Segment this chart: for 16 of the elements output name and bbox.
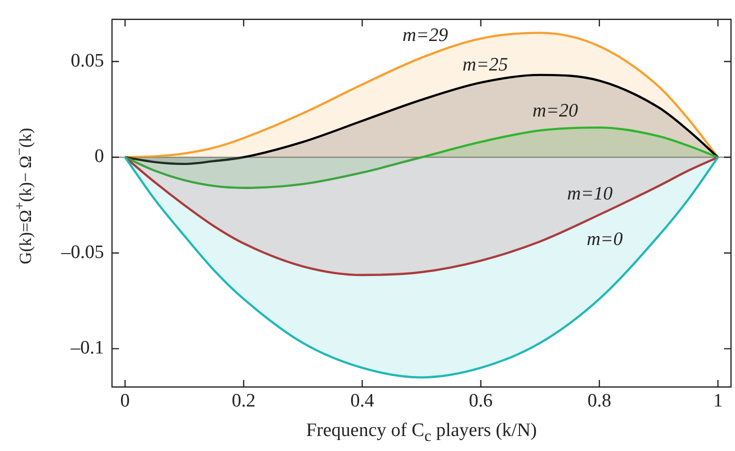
x-tick-label: 0.4 [350, 390, 375, 412]
x-tick-label: 0.6 [468, 390, 493, 412]
x-tick-label: 0.2 [232, 390, 256, 412]
y-tick-label: –0.05 [60, 242, 104, 263]
y-tick-label: 0.05 [70, 50, 104, 72]
y-tick-label: –0.1 [70, 338, 104, 359]
series-label: m=29 [402, 24, 448, 46]
y-tick-label: 0 [94, 146, 104, 168]
series-label: m=20 [532, 100, 578, 122]
series-label: m=10 [567, 183, 614, 204]
x-axis-title: Frequency of C$_{c}$ players (k/N) [305, 420, 538, 446]
series-label: m=25 [462, 54, 508, 76]
x-tick-label: 0 [120, 390, 130, 412]
series-label: m=0 [586, 228, 624, 250]
x-tick-label: 0.8 [588, 390, 612, 412]
x-tick-label: 1 [713, 390, 723, 412]
